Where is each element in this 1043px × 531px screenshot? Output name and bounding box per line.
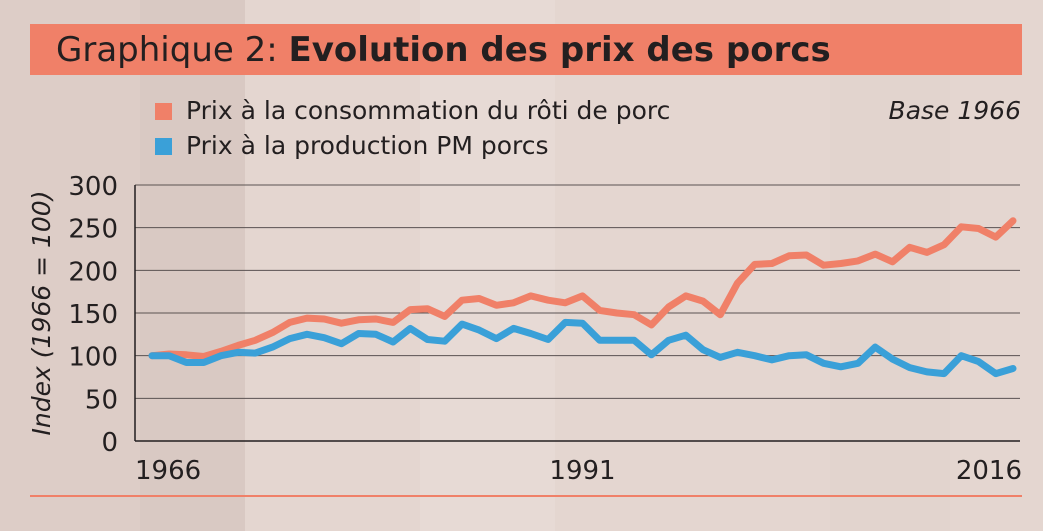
legend-swatch-production	[155, 138, 172, 155]
x-tick-label-1966: 1966	[135, 456, 201, 486]
legend-swatch-consumption	[155, 103, 172, 120]
y-tick-label-200: 200	[68, 257, 118, 287]
title-bar	[30, 24, 1022, 75]
chart-title-main: Evolution des prix des porcs	[288, 30, 831, 70]
x-tick-label-2016: 2016	[956, 456, 1022, 486]
y-tick-label-150: 150	[68, 300, 118, 330]
grid-layer	[135, 184, 1020, 399]
y-tick-label-250: 250	[68, 215, 118, 245]
chart-title: Graphique 2: Evolution des prix des porc…	[56, 30, 831, 70]
label-layer: 0 50 100 150 200 250 300 1966 1991 2016 Index (196…	[27, 172, 1022, 486]
x-tick-label-1991: 1991	[549, 456, 615, 486]
y-tick-label-300: 300	[68, 172, 118, 202]
y-tick-label-100: 100	[68, 343, 118, 373]
background-band	[0, 0, 140, 531]
background-band	[140, 0, 245, 531]
legend-label-production: Prix à la production PM porcs	[186, 131, 549, 160]
series-line-production	[148, 318, 1017, 378]
y-tick-label-50: 50	[85, 385, 118, 415]
y-tick-label-0: 0	[101, 428, 118, 458]
legend-label-consumption: Prix à la consommation du rôti de porc	[186, 96, 671, 125]
series-line-consumption	[148, 217, 1017, 360]
y-axis-label: Index (1966 = 100)	[27, 191, 56, 436]
base-note: Base 1966	[888, 96, 1021, 125]
series-layer	[148, 217, 1017, 378]
background-band	[420, 0, 555, 531]
axis-layer	[134, 185, 1020, 442]
chart-title-prefix: Graphique 2:	[56, 30, 278, 70]
bottom-rule	[30, 495, 1022, 497]
